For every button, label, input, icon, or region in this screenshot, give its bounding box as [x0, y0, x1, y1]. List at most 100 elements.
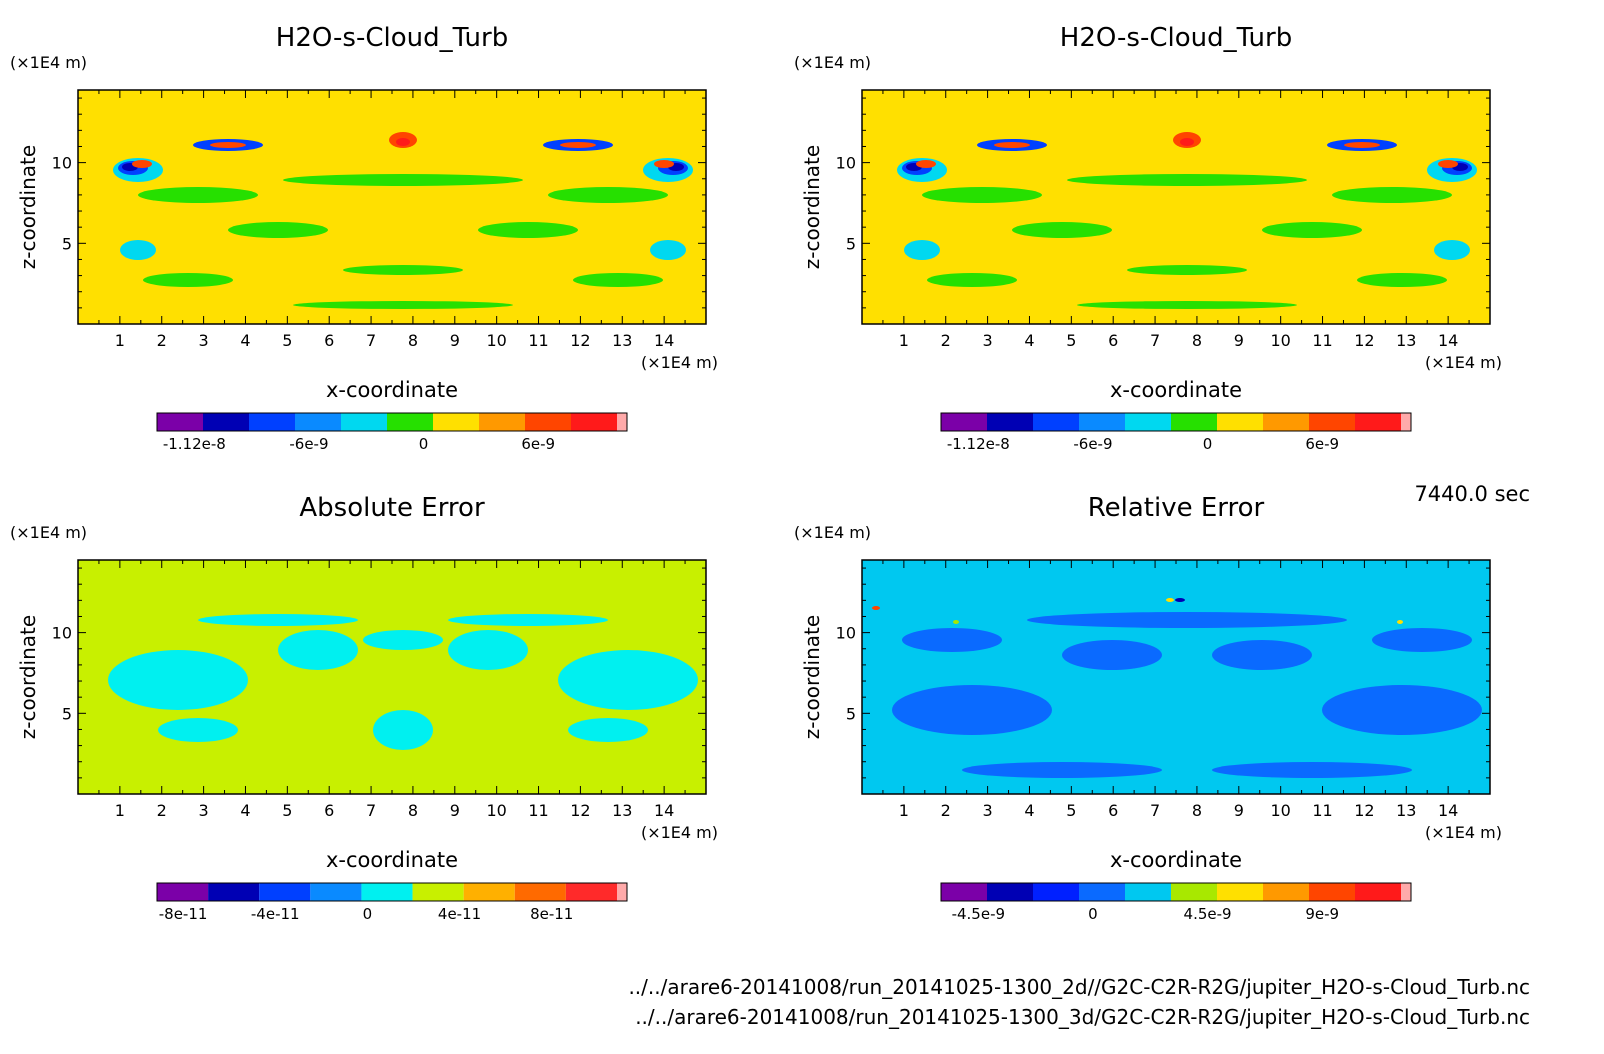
x-tick-label: 14	[1438, 801, 1458, 820]
x-tick-label: 12	[1354, 801, 1374, 820]
y-tick-label: 10	[836, 154, 856, 173]
y-tick-label: 5	[62, 234, 72, 253]
x-tick-label: 10	[1270, 801, 1290, 820]
x-tick-label: 6	[1108, 801, 1118, 820]
contour-region	[568, 718, 648, 742]
contour-region	[108, 650, 248, 710]
chart-title: Absolute Error	[299, 493, 485, 523]
colorbar-swatch	[1355, 883, 1401, 901]
chart-title: Relative Error	[1088, 493, 1265, 523]
x-tick-label: 9	[1234, 801, 1244, 820]
colorbar-label: 6e-9	[1305, 435, 1339, 453]
x-tick-label: 5	[282, 801, 292, 820]
colorbar-label: 4e-11	[438, 905, 481, 923]
x-tick-label: 8	[408, 331, 418, 350]
colorbar-swatch	[1309, 413, 1355, 431]
x-tick-label: 5	[282, 331, 292, 350]
contour-region	[1332, 187, 1452, 203]
x-tick-label: 11	[1312, 801, 1332, 820]
colorbar-swatch	[412, 883, 464, 901]
x-unit-label: (×1E4 m)	[1425, 353, 1502, 372]
contour-region	[1067, 174, 1307, 186]
x-axis-label: x-coordinate	[1110, 848, 1242, 872]
plot-area	[78, 90, 706, 324]
y-tick-label: 10	[836, 624, 856, 643]
colorbar-label: 0	[363, 905, 373, 923]
x-tick-label: 1	[115, 331, 125, 350]
colorbar-swatch	[514, 883, 566, 901]
y-axis-label: z-coordinate	[16, 145, 40, 269]
contour-region	[1397, 620, 1403, 624]
x-tick-label: 13	[612, 331, 632, 350]
contour-region	[363, 630, 443, 650]
contour-region	[1322, 685, 1482, 735]
x-axis-label: x-coordinate	[326, 378, 458, 402]
x-tick-label: 12	[570, 801, 590, 820]
colorbar-swatch	[341, 413, 387, 431]
x-tick-label: 8	[408, 801, 418, 820]
y-tick-label: 5	[846, 704, 856, 723]
colorbar-swatch	[1171, 413, 1217, 431]
colorbar-swatch	[361, 883, 413, 901]
colorbar-label: 0	[419, 435, 429, 453]
x-tick-label: 4	[240, 801, 250, 820]
colorbar-swatch	[1217, 883, 1263, 901]
colorbar-swatch	[1033, 413, 1079, 431]
contour-region	[478, 222, 578, 238]
chart-panel-3: Absolute Error(×1E4 m)1 2 3 4 5 6 7 8 9 10 11 12 13 1…	[10, 493, 718, 923]
colorbar-swatch	[1171, 883, 1217, 901]
x-tick-label: 4	[1024, 801, 1034, 820]
colorbar-swatch	[295, 413, 341, 431]
colorbar-frame	[156, 412, 628, 432]
contour-region	[927, 273, 1017, 287]
y-tick-label: 10	[52, 624, 72, 643]
x-unit-label: (×1E4 m)	[641, 823, 718, 842]
y-axis-label: z-coordinate	[800, 615, 824, 739]
contour-region	[228, 222, 328, 238]
contour-region	[293, 301, 513, 309]
colorbar-swatch	[157, 883, 209, 901]
x-tick-label: 2	[941, 331, 951, 350]
x-tick-label: 13	[1396, 801, 1416, 820]
y-axis-label: z-coordinate	[800, 145, 824, 269]
chart-panel-2: H2O-s-Cloud_Turb(×1E4 m)1 2 3 4 5 6 7 8 9 10 11 12 1…	[794, 23, 1502, 453]
contour-region	[1434, 240, 1470, 260]
colorbar-swatch	[1401, 413, 1411, 431]
contour-region	[1180, 138, 1194, 146]
chart-panel-1: H2O-s-Cloud_Turb(×1E4 m)1 2 3 4 5 6 7 8 9 10 11 12 1…	[10, 23, 718, 453]
x-tick-label: 3	[983, 801, 993, 820]
x-unit-label: (×1E4 m)	[1425, 823, 1502, 842]
file-path-2: ../../arare6-20141008/run_20141025-1300_…	[635, 1005, 1530, 1029]
colorbar-swatch	[203, 413, 249, 431]
colorbar-label: -1.12e-8	[163, 435, 226, 453]
colorbar-swatch	[565, 883, 617, 901]
contour-region	[1262, 222, 1362, 238]
contour-region	[1438, 160, 1458, 168]
colorbar-swatch	[208, 883, 260, 901]
contour-region	[1077, 301, 1297, 309]
colorbar-label: -4e-11	[251, 905, 300, 923]
colorbar-label: -8e-11	[159, 905, 208, 923]
contour-region	[1372, 628, 1472, 652]
x-tick-label: 8	[1192, 801, 1202, 820]
x-tick-label: 3	[199, 331, 209, 350]
contour-region	[548, 187, 668, 203]
colorbar-label: 6e-9	[521, 435, 555, 453]
contour-region	[654, 160, 674, 168]
contour-region	[1175, 598, 1185, 602]
x-tick-label: 2	[157, 331, 167, 350]
contour-region	[558, 650, 698, 710]
x-tick-label: 3	[983, 331, 993, 350]
x-tick-label: 1	[115, 801, 125, 820]
contour-region	[953, 620, 959, 624]
colorbar-swatch	[1033, 883, 1079, 901]
colorbar-swatch	[941, 413, 987, 431]
x-tick-label: 10	[1270, 331, 1290, 350]
x-tick-label: 1	[899, 331, 909, 350]
contour-region	[916, 160, 936, 168]
colorbar-swatch	[1079, 883, 1125, 901]
x-tick-label: 7	[1150, 331, 1160, 350]
x-tick-label: 2	[157, 801, 167, 820]
contour-fill	[897, 132, 1477, 309]
